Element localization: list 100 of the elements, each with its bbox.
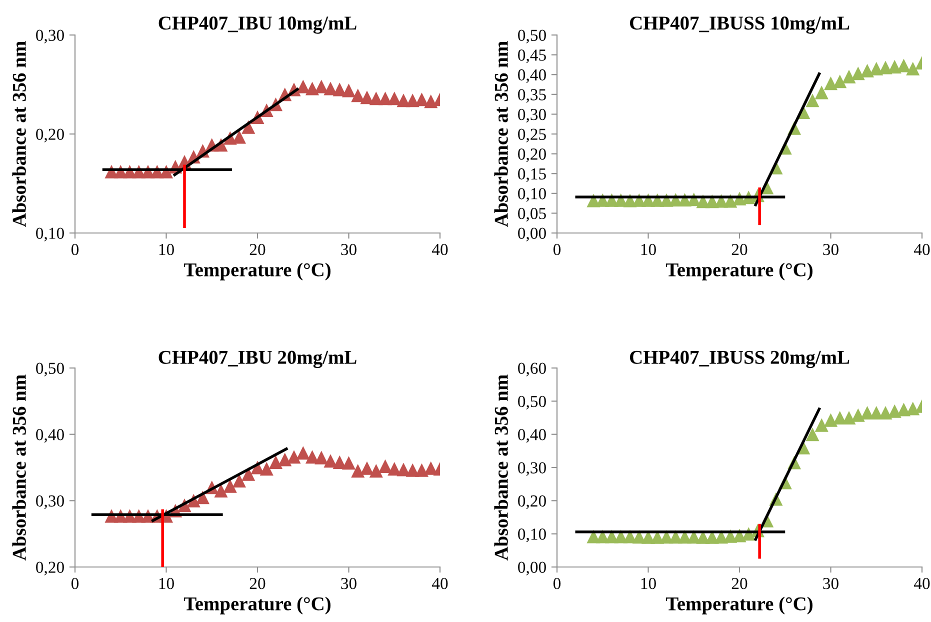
x-tick-label: 30	[341, 244, 356, 256]
y-tick-label: 0,10	[518, 188, 546, 202]
y-tick-label: 0,40	[518, 69, 546, 83]
y-tick-label: 0,00	[518, 562, 546, 576]
point	[332, 455, 346, 469]
point	[342, 456, 356, 470]
y-tick-label: 0,30	[36, 495, 64, 510]
x-tick-label: 10	[641, 578, 656, 590]
x-tick-label: 10	[641, 244, 656, 256]
y-tick-label: 0,20	[518, 495, 546, 510]
y-tick-label: 0,25	[518, 128, 546, 142]
point	[268, 455, 283, 469]
point	[360, 90, 374, 104]
x-tick-label: 20	[250, 244, 266, 256]
y-tick-label: 0,20	[36, 128, 64, 142]
point	[424, 461, 438, 475]
x-tick-label: 40	[914, 244, 930, 256]
point	[278, 452, 292, 466]
y-tick-label: 0,20	[518, 148, 546, 162]
point	[824, 413, 838, 427]
point	[378, 92, 392, 106]
point	[814, 86, 828, 100]
x-axis-title: Temperature (°C)	[666, 262, 812, 280]
point	[842, 70, 856, 84]
x-tick-label: 20	[250, 578, 266, 590]
point	[360, 461, 374, 475]
x-tick-label: 40	[432, 244, 448, 256]
point	[296, 446, 310, 460]
x-tick-label: 0	[71, 578, 79, 590]
point	[824, 76, 838, 90]
x-axis-title: Temperature (°C)	[184, 262, 330, 280]
y-tick-label: 0,05	[518, 208, 546, 222]
point	[851, 408, 865, 422]
point	[888, 60, 902, 74]
y-tick-label: 0,50	[36, 362, 64, 376]
x-tick-label: 10	[159, 578, 174, 590]
x-tick-label: 10	[159, 244, 174, 256]
x-tick-label: 20	[732, 578, 748, 590]
y-axis-title: Absorbance at 356 nm	[12, 41, 26, 227]
x-tick-label: 30	[823, 578, 838, 590]
point	[378, 459, 392, 473]
y-axis-title: Absorbance at 356 nm	[494, 374, 508, 560]
point	[342, 84, 356, 98]
point	[906, 402, 920, 416]
y-tick-label: 0,40	[518, 429, 546, 443]
y-tick-label: 0,30	[36, 30, 64, 44]
y-tick-label: 0,40	[36, 429, 64, 443]
x-tick-label: 0	[71, 244, 79, 256]
chart-title: CHP407_IBU 10mg/mL	[158, 16, 356, 34]
y-tick-label: 0,35	[518, 89, 546, 103]
y-tick-label: 0,30	[518, 108, 546, 123]
point	[214, 484, 228, 498]
x-tick-label: 0	[553, 244, 561, 256]
point	[870, 62, 884, 76]
point	[851, 66, 865, 80]
chart-title: CHP407_IBUSS 20mg/mL	[630, 350, 850, 368]
point	[424, 94, 438, 108]
x-tick-label: 0	[553, 578, 561, 590]
point	[324, 454, 338, 468]
point	[324, 82, 338, 96]
point	[287, 450, 301, 464]
point	[223, 479, 237, 493]
chart-title: CHP407_IBU 20mg/mL	[158, 350, 356, 368]
point	[860, 64, 874, 78]
y-tick-label: 0,15	[518, 168, 546, 182]
y-tick-label: 0,10	[518, 528, 546, 542]
point	[388, 92, 402, 106]
point	[833, 74, 847, 88]
point	[260, 462, 274, 476]
point	[314, 80, 328, 94]
point	[414, 463, 429, 477]
y-tick-label: 0,60	[518, 362, 546, 376]
x-axis-title: Temperature (°C)	[184, 596, 330, 614]
point	[232, 474, 246, 488]
point	[351, 464, 365, 478]
point	[806, 428, 820, 442]
y-axis-title: Absorbance at 356 nm	[12, 374, 26, 560]
x-tick-label: 40	[914, 578, 930, 590]
y-tick-label: 0,50	[518, 396, 546, 410]
point	[896, 58, 911, 72]
y-tick-label: 0,45	[518, 50, 546, 64]
y-tick-label: 0,50	[518, 30, 546, 44]
point	[896, 402, 911, 416]
x-tick-label: 20	[732, 244, 748, 256]
point	[906, 62, 920, 76]
point	[888, 404, 902, 418]
point	[314, 450, 328, 464]
x-axis-title: Temperature (°C)	[666, 596, 812, 614]
chart-title: CHP407_IBUSS 10mg/mL	[630, 16, 850, 34]
point	[351, 88, 365, 102]
point	[806, 94, 820, 108]
y-tick-label: 0,10	[36, 228, 64, 242]
y-tick-label: 0,20	[36, 562, 64, 576]
point	[305, 82, 320, 96]
point	[814, 418, 828, 432]
x-tick-label: 30	[823, 244, 838, 256]
y-tick-label: 0,30	[518, 462, 546, 476]
x-tick-label: 40	[432, 578, 448, 590]
y-axis-title: Absorbance at 356 nm	[494, 41, 508, 227]
y-tick-label: 0,00	[518, 228, 546, 242]
